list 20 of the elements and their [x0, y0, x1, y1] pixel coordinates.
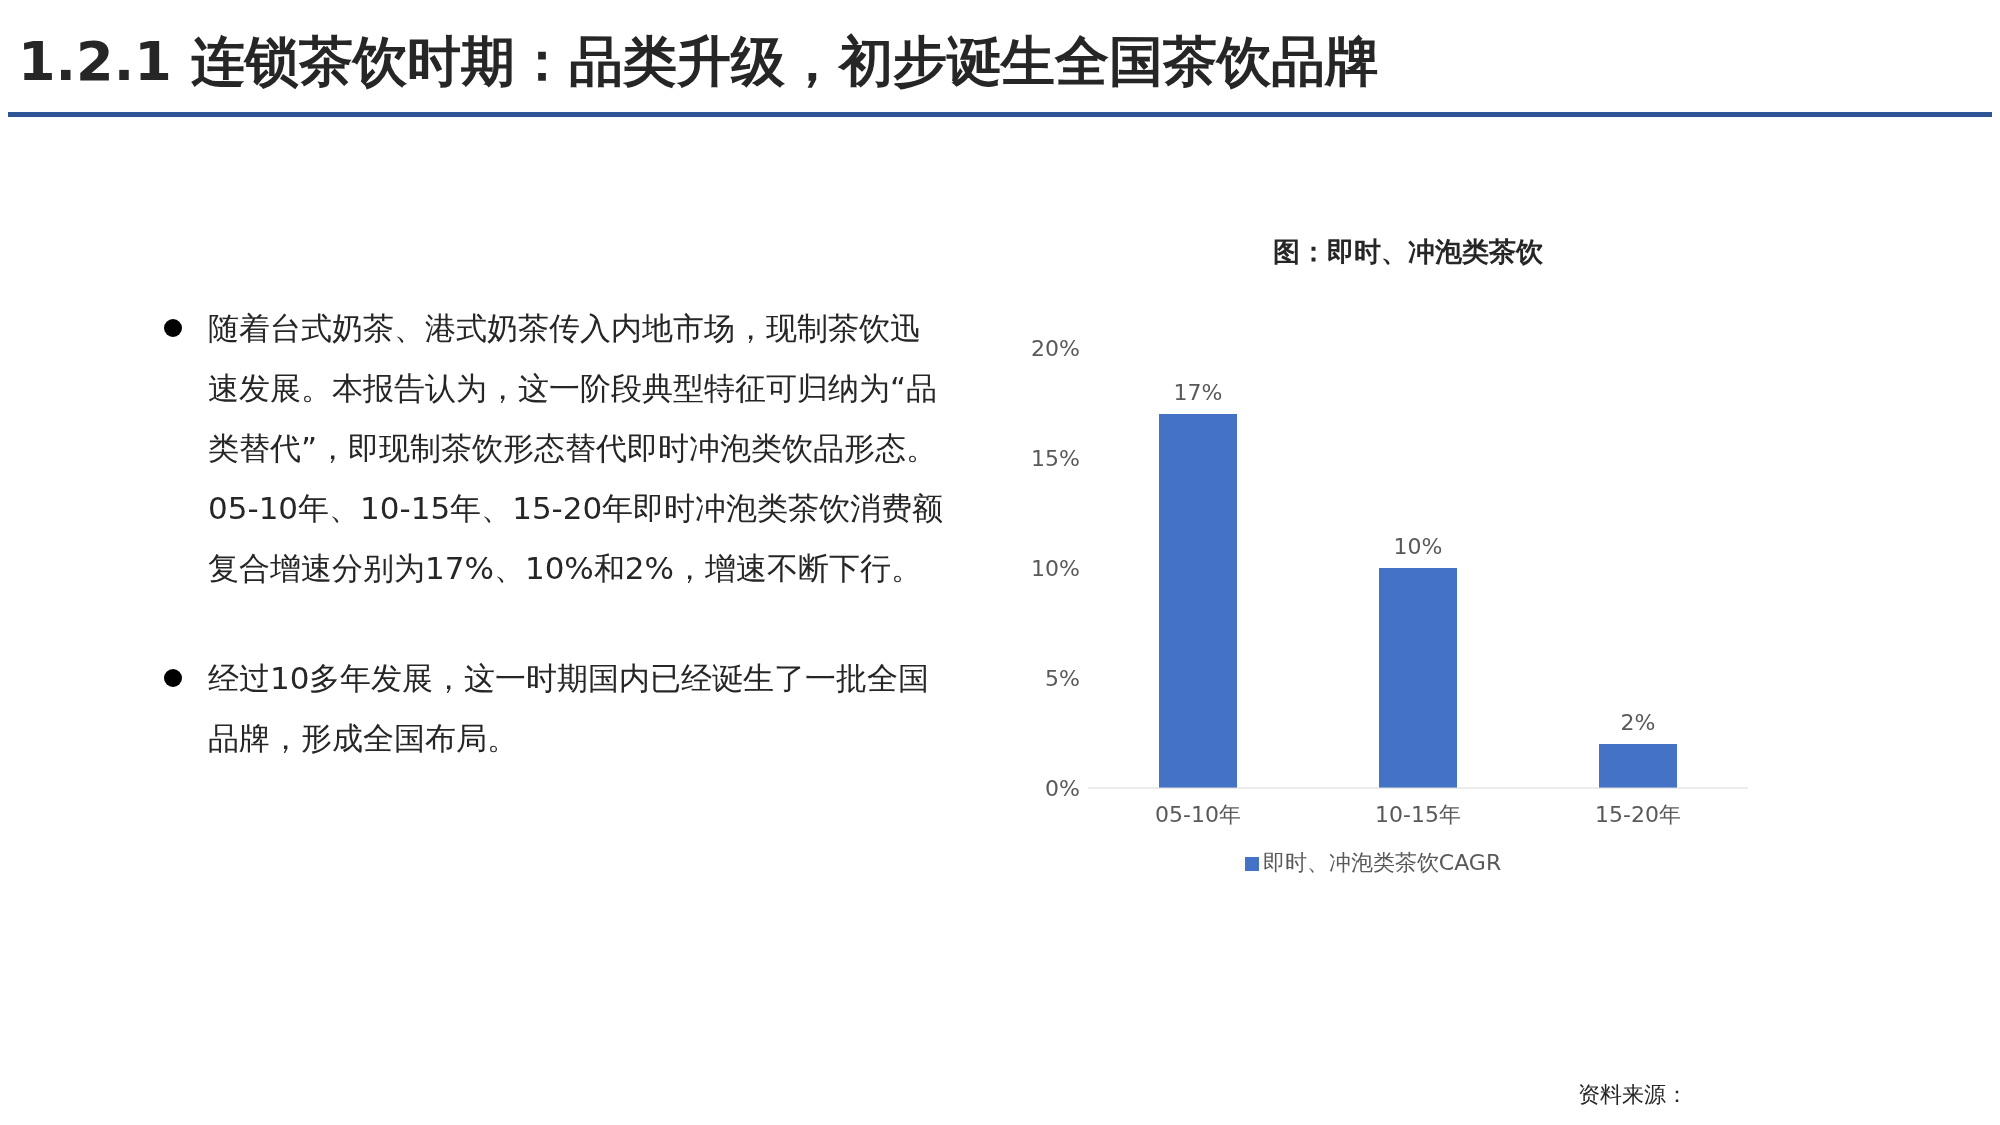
- text: 1.2.1 连锁茶饮时期：品类升级，初步诞生全国茶饮品牌: [18, 29, 1379, 95]
- x-tick-label: 15-20年: [1595, 801, 1681, 827]
- y-tick-label: 15%: [1031, 445, 1080, 471]
- x-tick-label: 10-15年: [1375, 801, 1461, 827]
- legend-label: 即时、冲泡类茶饮CAGR: [1262, 850, 1502, 875]
- bar: [1599, 744, 1677, 788]
- text: 10%: [1393, 534, 1443, 559]
- x-tick-label: 05-10年: [1155, 801, 1241, 827]
- text: 经过10多年发展，这一时期国内已经诞生了一批全国品牌，形成全国布局。: [208, 659, 931, 758]
- text: 2%: [1620, 710, 1656, 735]
- bar: [1379, 568, 1457, 788]
- y-tick-label: 5%: [1045, 665, 1080, 691]
- y-tick-label: 20%: [1031, 335, 1080, 361]
- text: 随着台式奶茶、港式奶茶传入内地市场，现制茶饮迅速发展。本报告认为，这一阶段典型特征可归纳为“品类替代”，即现制茶饮形态替代即时冲泡类饮品形态。05-10年、10-15年、15-20年即时冲泡类茶饮消费额复合增速分别为17%、10%和2%，增速不断下行。: [208, 309, 945, 588]
- y-tick-label: 0%: [1045, 775, 1080, 801]
- chart-title: 图：即时、冲泡类茶饮: [1272, 235, 1544, 269]
- text: 17%: [1173, 380, 1223, 405]
- bar: [1159, 414, 1237, 788]
- text: 资料来源：: [1578, 1081, 1688, 1109]
- y-tick-label: 10%: [1031, 555, 1080, 581]
